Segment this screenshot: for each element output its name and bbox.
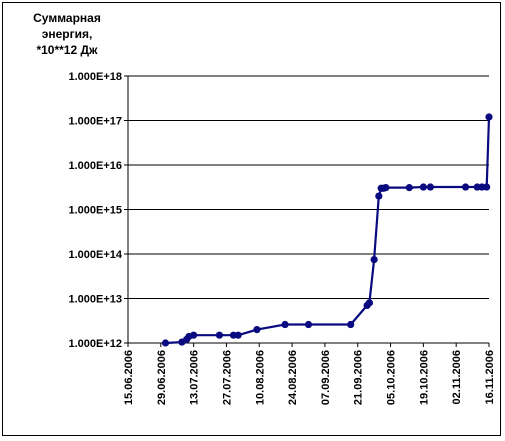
y-tick-label: 1.000E+13: [68, 294, 122, 306]
y-axis-label: Суммарная энергия, *10**12 Дж: [22, 10, 112, 58]
data-point: [485, 113, 493, 121]
x-tick-label: 10.08.2006: [254, 350, 266, 405]
y-tick-label: 1.000E+12: [68, 338, 122, 350]
data-point: [215, 331, 224, 339]
x-tick-label: 16.11.2006: [484, 350, 496, 404]
y-axis-label-line-2: энергия,: [41, 27, 93, 41]
data-point: [370, 255, 378, 264]
data-point: [253, 326, 261, 334]
x-tick-label: 27.07.2006: [221, 350, 233, 405]
y-tick-label: 1.000E+14: [68, 249, 122, 261]
x-tick-label: 02.11.2006: [451, 350, 463, 404]
y-tick-label: 1.000E+18: [68, 71, 122, 83]
x-tick-label: 19.10.2006: [418, 350, 430, 405]
data-point: [161, 339, 170, 347]
data-point: [281, 320, 289, 329]
y-axis-label-line-1: Суммарная: [33, 11, 101, 25]
data-point: [419, 183, 427, 191]
y-tick-label: 1.000E+15: [68, 205, 122, 217]
x-tick-label: 05.10.2006: [386, 350, 398, 405]
series-line: [165, 116, 491, 345]
data-point: [375, 192, 383, 200]
y-axis-label-line-3: *10**12 Дж: [36, 43, 98, 57]
data-point: [190, 331, 198, 339]
data-point: [426, 183, 434, 191]
data-point: [304, 320, 313, 329]
y-tick-label: 1.000E+17: [68, 116, 122, 128]
data-point: [382, 184, 390, 192]
x-tick-label: 07.09.2006: [320, 350, 332, 405]
x-tick-label: 15.06.2006: [123, 350, 135, 405]
data-point: [405, 184, 413, 192]
data-point: [461, 183, 470, 191]
x-tick-label: 13.07.2006: [189, 350, 201, 405]
data-point: [234, 331, 242, 339]
data-point: [365, 299, 374, 307]
x-tick-label: 24.08.2006: [287, 350, 299, 405]
data-point: [483, 183, 491, 191]
x-tick-label: 21.09.2006: [353, 350, 365, 405]
y-tick-label: 1.000E+16: [68, 160, 122, 172]
chart-frame: [2, 2, 501, 436]
data-point: [347, 320, 355, 329]
x-tick-label: 29.06.2006: [156, 350, 168, 405]
